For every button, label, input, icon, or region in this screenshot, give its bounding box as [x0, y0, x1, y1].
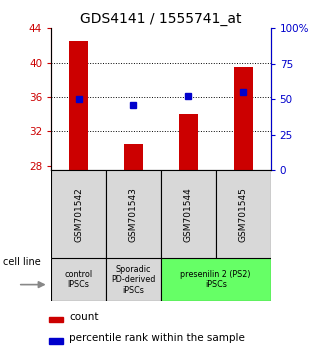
Title: GDS4141 / 1555741_at: GDS4141 / 1555741_at [80, 12, 242, 26]
Bar [69, 41, 88, 170]
Text: GSM701543: GSM701543 [129, 187, 138, 242]
Bar [124, 144, 143, 170]
Text: Sporadic
PD-derived
iPSCs: Sporadic PD-derived iPSCs [111, 265, 156, 295]
Text: control
IPSCs: control IPSCs [65, 270, 93, 289]
Text: presenilin 2 (PS2)
iPSCs: presenilin 2 (PS2) iPSCs [181, 270, 251, 289]
Bar [49, 338, 63, 343]
Bar [234, 67, 253, 170]
Text: GSM701544: GSM701544 [184, 187, 193, 241]
Text: count: count [69, 312, 99, 322]
Text: GSM701542: GSM701542 [74, 187, 83, 241]
Bar [179, 114, 198, 170]
Bar [51, 258, 106, 301]
Bar [51, 170, 106, 258]
Bar [106, 258, 161, 301]
Bar [161, 170, 216, 258]
Bar [106, 170, 161, 258]
Bar [49, 317, 63, 322]
Text: cell line: cell line [3, 257, 40, 267]
Bar [161, 258, 271, 301]
Text: GSM701545: GSM701545 [239, 187, 248, 242]
Bar [216, 170, 271, 258]
Text: percentile rank within the sample: percentile rank within the sample [69, 333, 245, 343]
